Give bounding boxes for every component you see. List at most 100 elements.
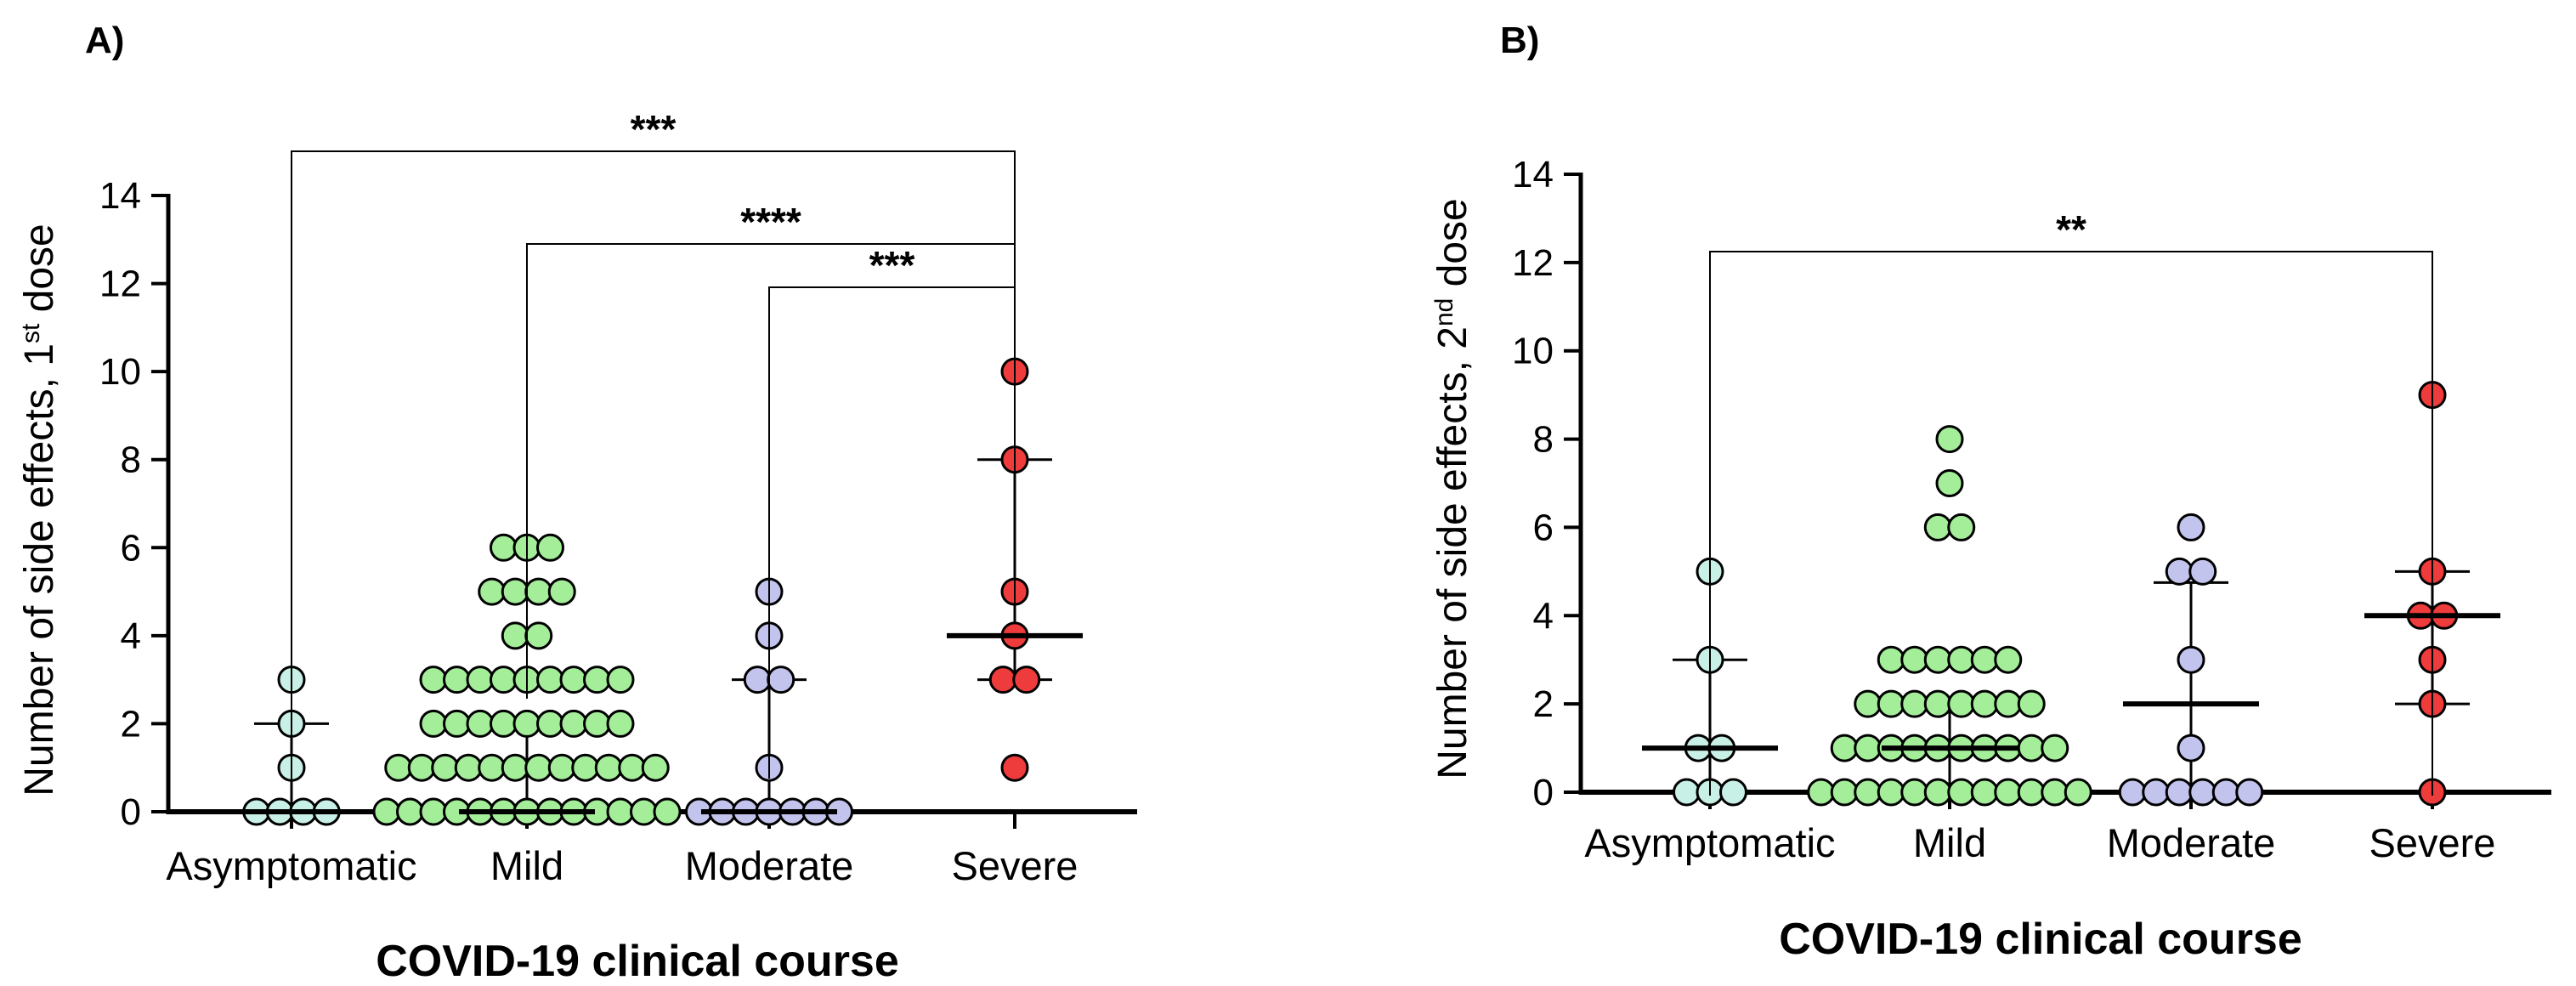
data-point [384, 753, 413, 782]
data-point [524, 753, 553, 782]
data-point [512, 709, 541, 738]
significance-label: *** [869, 243, 915, 287]
y-tick-label: 4 [1533, 595, 1554, 637]
data-point [1994, 645, 2023, 674]
series-mild [1807, 425, 2092, 807]
data-point [443, 709, 471, 738]
data-point [490, 533, 518, 562]
significance-bracket: *** [768, 243, 1016, 779]
data-point [767, 666, 795, 694]
data-point [1947, 513, 1976, 541]
data-point [454, 753, 483, 782]
x-tick-label-asymptomatic: Asymptomatic [166, 843, 416, 888]
x-axis-title: COVID-19 clinical course [376, 937, 899, 986]
data-point [1854, 734, 1882, 762]
data-point [1807, 778, 1836, 807]
data-point [2118, 778, 2147, 807]
y-tick-label: 0 [121, 791, 141, 833]
data-point [1994, 689, 2023, 718]
chart-panel-b: B) 0 2 4 6 8 10 12 14 Asymptomatic Mild Moderate Sev… [1430, 20, 2551, 964]
data-point [547, 577, 576, 606]
data-point [1900, 645, 1929, 674]
panel-label: A) [85, 20, 124, 61]
x-tick-label-asymptomatic: Asymptomatic [1584, 820, 1835, 865]
y-tick-label: 14 [1512, 154, 1554, 196]
y-tick-label: 6 [1533, 507, 1554, 548]
y-tick-label: 10 [99, 351, 141, 393]
data-point [1900, 689, 1929, 718]
data-point [1923, 513, 1952, 541]
data-point [2188, 778, 2217, 807]
data-point [1923, 645, 1952, 674]
chart-panel-a: A) 0 2 4 6 8 10 12 14 Asymptomatic Mild Moderate Sev… [17, 20, 1137, 986]
data-point [2177, 645, 2205, 674]
data-point [1935, 425, 1964, 454]
data-point [524, 621, 553, 650]
data-point [1012, 666, 1041, 694]
data-point [571, 753, 600, 782]
data-point [372, 797, 401, 826]
data-point [1830, 734, 1859, 762]
y-tick-label: 6 [121, 527, 141, 569]
y-axis-title-superscript: nd [1430, 298, 1458, 326]
data-point [1923, 778, 1952, 807]
y-axis-title-suffix: dose [1430, 198, 1475, 298]
data-point [536, 533, 564, 562]
data-point [1877, 645, 1905, 674]
y-axis-title-text: Number of side effects, 1 [17, 343, 62, 796]
data-point [2211, 778, 2240, 807]
data-point [583, 666, 611, 694]
data-point [1947, 645, 1976, 674]
x-tick-label-mild: Mild [490, 843, 563, 888]
data-point [606, 666, 635, 694]
data-point [743, 666, 772, 694]
y-tick-label: 2 [121, 703, 141, 745]
significance-bracket: ** [1709, 207, 2433, 796]
data-point [501, 753, 529, 782]
data-point [536, 709, 564, 738]
data-point [2041, 734, 2069, 762]
data-point [478, 577, 507, 606]
data-point [536, 666, 564, 694]
data-point [606, 797, 635, 826]
data-point [1000, 753, 1029, 782]
data-point [606, 709, 635, 738]
data-point [1947, 778, 1976, 807]
y-axis-title-suffix: dose [17, 224, 62, 323]
data-point [2235, 778, 2264, 807]
data-point [2041, 778, 2069, 807]
data-point [618, 753, 647, 782]
data-point [2017, 778, 2046, 807]
y-tick-label: 0 [1533, 772, 1554, 813]
y-tick-label: 10 [1512, 331, 1554, 372]
bracket-line [768, 286, 1016, 779]
significance-label: *** [631, 107, 677, 151]
data-point [501, 577, 529, 606]
data-point [988, 666, 1017, 694]
y-tick-label: 8 [1533, 419, 1554, 461]
data-point [1900, 778, 1929, 807]
data-point [466, 666, 495, 694]
data-point [2165, 778, 2194, 807]
data-point [1877, 689, 1905, 718]
data-point [1854, 689, 1882, 718]
series-mild [372, 533, 682, 826]
series-moderate [2118, 513, 2264, 807]
y-tick-label: 12 [99, 264, 141, 305]
data-point [653, 797, 682, 826]
y-tick-label: 4 [121, 615, 141, 657]
y-axis-title: Number of side effects, 2nd dose [1430, 198, 1476, 779]
data-point [407, 753, 436, 782]
x-tick-label-mild: Mild [1913, 820, 1986, 865]
data-point [1923, 689, 1952, 718]
data-point [1673, 778, 1701, 807]
data-point [466, 709, 495, 738]
data-point [2177, 513, 2205, 541]
data-point [630, 797, 658, 826]
y-tick-label: 12 [1512, 242, 1554, 284]
data-point [1935, 469, 1964, 497]
x-tick-label-severe: Severe [2369, 820, 2496, 865]
data-point [1854, 778, 1882, 807]
x-tick-label-moderate: Moderate [685, 843, 854, 888]
significance-bracket: *** [291, 107, 1016, 793]
